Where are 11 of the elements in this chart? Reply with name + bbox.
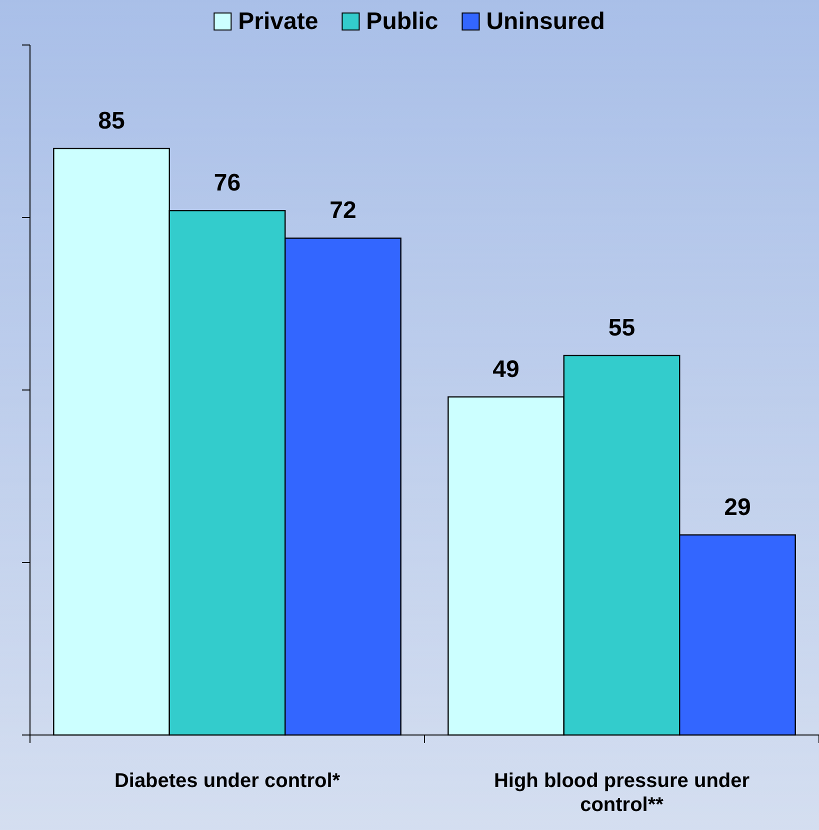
data-label: 85 xyxy=(98,108,125,134)
x-tick-label: Diabetes under control* xyxy=(114,770,340,792)
data-label: 55 xyxy=(608,314,636,342)
legend-label: Public xyxy=(366,8,438,35)
legend-label: Private xyxy=(238,8,318,35)
x-tick-label: High blood pressure under control** xyxy=(494,770,750,816)
data-label: 49 xyxy=(492,356,520,383)
data-label: 76 xyxy=(214,170,241,197)
data-label: 29 xyxy=(724,494,751,521)
legend-label: Uninsured xyxy=(486,8,605,35)
data-label: 72 xyxy=(330,197,356,224)
